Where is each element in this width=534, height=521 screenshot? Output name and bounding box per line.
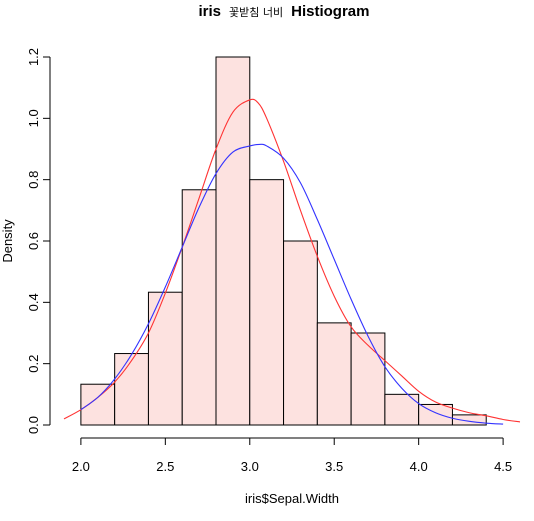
histogram-bars bbox=[80, 56, 487, 426]
histogram-bar-8 bbox=[350, 332, 386, 426]
histogram-bar-3 bbox=[181, 189, 217, 426]
histogram-bar-7 bbox=[316, 322, 352, 426]
histogram-bar-0 bbox=[80, 383, 116, 426]
y-tick-label: 0.4 bbox=[26, 293, 41, 311]
y-tick-label: 1.2 bbox=[26, 48, 41, 66]
y-tick-label: 0.0 bbox=[26, 416, 41, 434]
chart-title: iris 꽃받침 너비 Histiogram bbox=[199, 3, 370, 20]
density-curves bbox=[63, 98, 521, 425]
y-tick-label: 1.0 bbox=[26, 109, 41, 127]
normal-density-curve bbox=[80, 143, 504, 425]
histogram-bar-11 bbox=[451, 414, 487, 426]
y-tick-label: 0.6 bbox=[26, 232, 41, 250]
title-prefix: iris bbox=[199, 3, 222, 20]
x-tick-label: 2.5 bbox=[156, 459, 174, 474]
histogram-bar-5 bbox=[249, 179, 285, 426]
y-axis-label: Density bbox=[0, 219, 15, 263]
y-tick-label: 0.2 bbox=[26, 355, 41, 373]
y-axis: 0.0 0.2 0.4 0.6 0.8 1.0 1.2 bbox=[26, 48, 51, 434]
kernel-density-curve bbox=[63, 98, 521, 423]
histogram-bar-2 bbox=[147, 291, 183, 426]
x-axis-label: iris$Sepal.Width bbox=[245, 491, 339, 506]
histogram-bar-6 bbox=[283, 240, 318, 426]
histogram-bar-10 bbox=[418, 403, 453, 426]
histogram-bar-4 bbox=[215, 56, 251, 426]
title-suffix: Histiogram bbox=[291, 3, 369, 20]
x-tick-label: 2.0 bbox=[72, 459, 90, 474]
title-korean: 꽃받침 너비 bbox=[229, 6, 283, 19]
x-tick-label: 3.5 bbox=[325, 459, 343, 474]
x-tick-label: 4.5 bbox=[494, 459, 512, 474]
x-tick-label: 4.0 bbox=[410, 459, 428, 474]
y-tick-label: 0.8 bbox=[26, 171, 41, 189]
x-axis: 2.0 2.5 3.0 3.5 4.0 4.5 bbox=[72, 437, 512, 474]
histogram-bar-1 bbox=[114, 353, 149, 426]
x-tick-label: 3.0 bbox=[241, 459, 259, 474]
